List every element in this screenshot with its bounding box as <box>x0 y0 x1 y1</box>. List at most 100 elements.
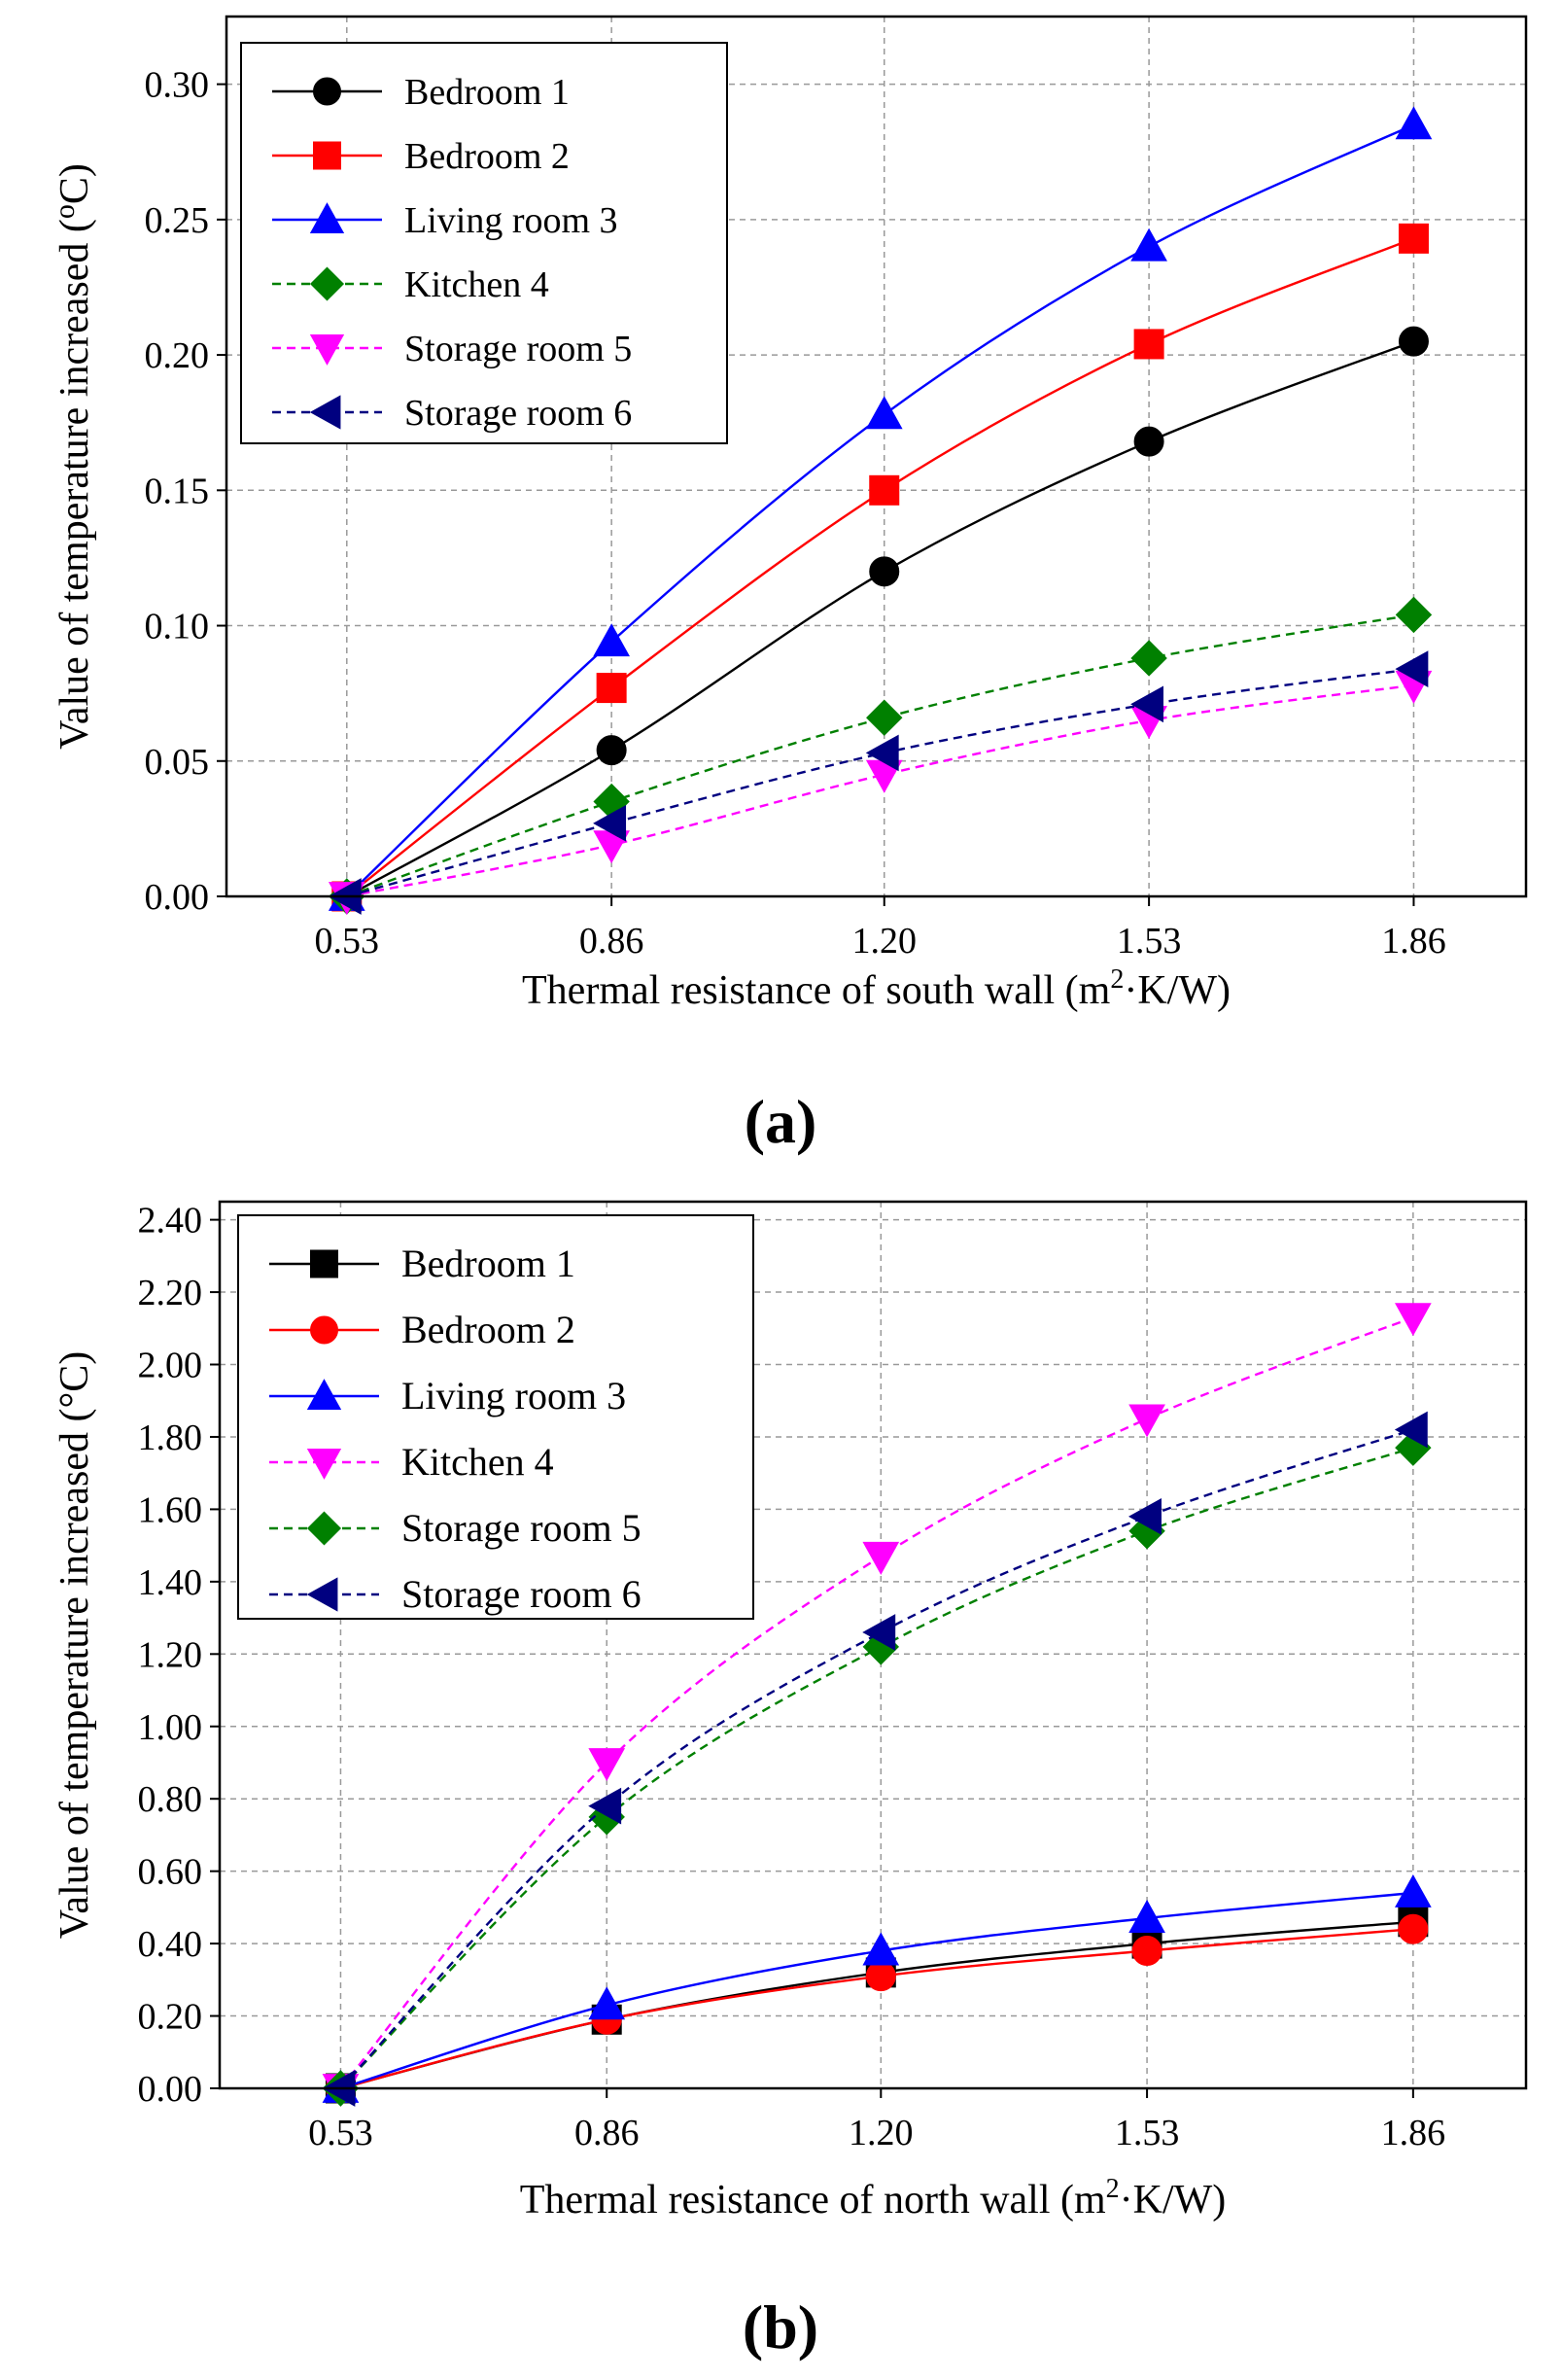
data-point-living-room-3 <box>1128 1900 1165 1933</box>
data-point-storage-room-6 <box>588 1787 622 1825</box>
y-tick-label: 1.20 <box>138 1634 203 1675</box>
x-axis: 0.53 0.86 1.20 1.53 1.86 <box>315 896 1446 962</box>
legend-label-bedroom-2: Bedroom 2 <box>404 136 570 177</box>
legend-box <box>237 1214 754 1620</box>
series-storage-room-6 <box>328 650 1429 915</box>
legend-marker-bedroom-2 <box>313 141 341 170</box>
x-axis-label-text: Thermal resistance of north wall (m <box>520 2178 1106 2222</box>
data-point-living-room-3 <box>865 396 903 430</box>
y-tick-label: 1.80 <box>138 1418 203 1458</box>
series-line-kitchen-4 <box>346 613 1414 898</box>
y-tick-label: 2.40 <box>138 1201 203 1242</box>
y-tick-label: 2.20 <box>138 1273 203 1313</box>
legend-label-storage-room-5: Storage room 5 <box>401 1506 642 1550</box>
data-point-bedroom-2 <box>1131 1936 1162 1967</box>
data-point-living-room-3 <box>1395 106 1433 140</box>
data-point-kitchen-4 <box>1128 1404 1165 1438</box>
legend-marker-bedroom-1 <box>310 1249 338 1278</box>
legend-label-storage-room-6: Storage room 6 <box>401 1572 642 1616</box>
legend-box <box>240 42 728 444</box>
y-axis-label: Value of temperature increased (°C) <box>52 1351 97 1940</box>
x-tick-label: 1.86 <box>1381 2113 1446 2153</box>
x-axis-label-sup: 2 <box>1110 964 1124 995</box>
legend-label-kitchen-4: Kitchen 4 <box>401 1440 554 1484</box>
x-tick-label: 1.86 <box>1381 921 1446 962</box>
y-tick-label: 0.30 <box>145 65 210 106</box>
data-point-kitchen-4 <box>588 1748 626 1782</box>
data-point-living-room-3 <box>593 623 630 657</box>
data-point-bedroom-1 <box>869 556 900 587</box>
data-point-storage-room-6 <box>1395 650 1429 687</box>
series-line-storage-room-5 <box>339 1446 1414 2089</box>
plot-frame <box>225 15 1528 898</box>
data-point-bedroom-2 <box>1133 329 1164 360</box>
data-point-bedroom-2 <box>1398 223 1429 254</box>
legend-marker-bedroom-1 <box>313 77 341 106</box>
y-tick-label: 0.00 <box>138 2069 203 2110</box>
data-point-kitchen-4 <box>862 1541 900 1575</box>
data-point-living-room-3 <box>1130 228 1167 262</box>
y-tick-label: 0.25 <box>145 200 210 241</box>
legend-marker-kitchen-4 <box>306 1449 342 1480</box>
data-point-storage-room-6 <box>593 804 627 842</box>
legend-label-living-room-3: Living room 3 <box>404 200 618 241</box>
series-living-room-3 <box>322 1873 1432 2103</box>
legend: Bedroom 1 Bedroom 2 Living room 3 Kitchen 4… <box>237 1214 754 1620</box>
legend-marker-storage-room-5 <box>306 1511 342 1546</box>
legend-label-storage-room-5: Storage room 5 <box>404 329 632 369</box>
data-point-storage-room-6 <box>1394 1411 1428 1449</box>
legend-marker-living-room-3 <box>306 1379 342 1410</box>
legend-marker-living-room-3 <box>309 202 345 233</box>
data-point-kitchen-4 <box>1395 596 1433 634</box>
y-tick-label: 1.40 <box>138 1562 203 1603</box>
panel-label: (b) <box>743 2292 818 2362</box>
y-tick-label: 0.20 <box>138 1997 203 2038</box>
y-axis-label-unit: °C) <box>52 1351 97 1409</box>
y-axis-label-text: Value of temperature increased ( <box>52 1409 97 1940</box>
series-line-storage-room-5 <box>346 683 1414 898</box>
data-point-bedroom-1 <box>1133 426 1164 457</box>
y-axis-label-sup: o <box>49 204 81 219</box>
chart-panel-a: 0.53 0.86 1.20 1.53 1.86 0.00 0.05 0.10 0.15 0.20… <box>49 15 1528 1156</box>
y-tick-label: 0.80 <box>138 1779 203 1820</box>
x-axis-label: Thermal resistance of south wall (m2·K/W… <box>522 964 1231 1013</box>
data-point-bedroom-1 <box>1398 326 1429 357</box>
x-axis-label-text: Thermal resistance of south wall (m <box>522 968 1111 1013</box>
data-point-bedroom-2 <box>596 673 627 704</box>
data-point-storage-room-6 <box>862 1614 896 1651</box>
y-axis: 0.00 0.20 0.40 0.60 0.80 1.00 1.20 1.40 1.60 1.80… <box>138 1201 220 2110</box>
legend-marker-storage-room-5 <box>309 334 345 366</box>
legend-label-bedroom-1: Bedroom 1 <box>401 1242 575 1285</box>
legend-marker-storage-room-6 <box>309 395 341 430</box>
data-point-bedroom-2 <box>1398 1913 1429 1944</box>
x-axis-label-sup: 2 <box>1106 2174 1120 2204</box>
legend-label-kitchen-4: Kitchen 4 <box>404 264 549 305</box>
y-tick-label: 0.10 <box>145 607 210 648</box>
series-line-kitchen-4 <box>339 1315 1414 2089</box>
x-tick-label: 0.86 <box>579 921 644 962</box>
data-point-kitchen-4 <box>1130 640 1167 677</box>
chart-panel-b: 0.53 0.86 1.20 1.53 1.86 0.00 0.20 0.40 0.60 0.80… <box>52 1200 1528 2362</box>
x-tick-label: 0.86 <box>574 2113 640 2153</box>
data-point-living-room-3 <box>1395 1873 1432 1908</box>
x-axis-label-tail: ·K/W) <box>1124 968 1231 1013</box>
x-tick-label: 1.20 <box>852 921 918 962</box>
y-tick-label: 0.60 <box>138 1852 203 1893</box>
y-tick-label: 2.00 <box>138 1346 203 1386</box>
x-tick-label: 0.53 <box>315 921 380 962</box>
y-tick-label: 1.00 <box>138 1707 203 1748</box>
data-point-storage-room-6 <box>1128 1498 1162 1535</box>
y-axis-label-text: Value of temperature increased ( <box>52 219 97 750</box>
y-tick-label: 0.15 <box>145 471 210 511</box>
x-tick-label: 1.20 <box>849 2113 914 2153</box>
x-tick-label: 1.53 <box>1115 2113 1180 2153</box>
plot-frame <box>218 1200 1528 2090</box>
legend-marker-bedroom-2 <box>310 1315 338 1345</box>
x-tick-label: 1.53 <box>1117 921 1182 962</box>
data-point-living-room-3 <box>862 1932 900 1966</box>
y-tick-label: 0.00 <box>145 877 210 918</box>
data-point-bedroom-1 <box>596 735 627 766</box>
y-axis-label: Value of temperature increased (oC) <box>49 163 97 750</box>
data-point-kitchen-4 <box>1395 1303 1432 1337</box>
